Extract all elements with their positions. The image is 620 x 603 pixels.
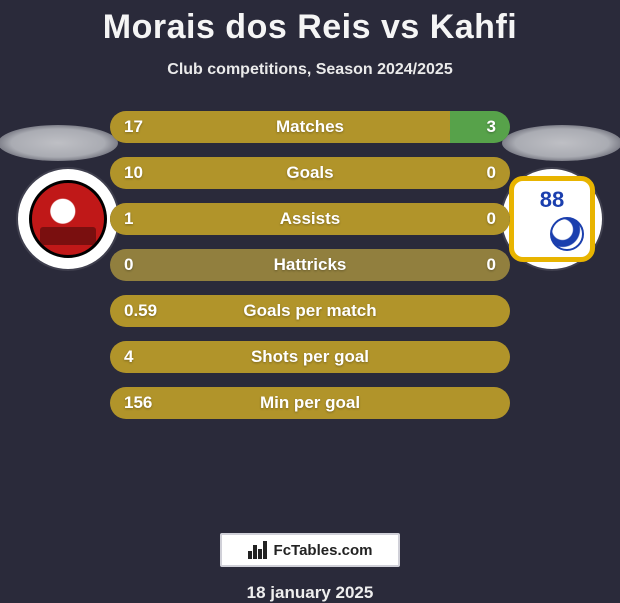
stat-label: Shots per goal — [110, 341, 510, 373]
stat-label: Assists — [110, 203, 510, 235]
stat-label: Goals — [110, 157, 510, 189]
stat-row: 156Min per goal — [110, 387, 510, 419]
stat-row: 10Assists — [110, 203, 510, 235]
comparison-arena: 88 173Matches 100Goals 10Assists 00Hattrick… — [0, 97, 620, 527]
infographic-date: 18 january 2025 — [0, 583, 620, 603]
bar-chart-icon — [248, 541, 268, 559]
club-badge-left — [18, 169, 118, 269]
stat-label: Min per goal — [110, 387, 510, 419]
page-title: Morais dos Reis vs Kahfi — [0, 0, 620, 47]
stat-label: Matches — [110, 111, 510, 143]
branding-text: FcTables.com — [274, 542, 373, 559]
branding-box: FcTables.com — [220, 533, 400, 567]
stat-row: 00Hattricks — [110, 249, 510, 281]
stat-row: 173Matches — [110, 111, 510, 143]
stat-label: Hattricks — [110, 249, 510, 281]
stat-rows: 173Matches 100Goals 10Assists 00Hattricks 0.… — [110, 111, 510, 433]
page-subtitle: Club competitions, Season 2024/2025 — [0, 61, 620, 79]
club-badge-right-number: 88 — [514, 187, 590, 213]
soccer-ball-icon — [550, 217, 584, 251]
stat-row: 100Goals — [110, 157, 510, 189]
stat-row: 0.59Goals per match — [110, 295, 510, 327]
club-badge-right: 88 — [502, 169, 602, 269]
stat-label: Goals per match — [110, 295, 510, 327]
player-shadow-right — [502, 125, 620, 161]
club-badge-right-graphic: 88 — [509, 176, 595, 262]
club-badge-left-graphic — [29, 180, 107, 258]
player-shadow-left — [0, 125, 118, 161]
stat-row: 4Shots per goal — [110, 341, 510, 373]
